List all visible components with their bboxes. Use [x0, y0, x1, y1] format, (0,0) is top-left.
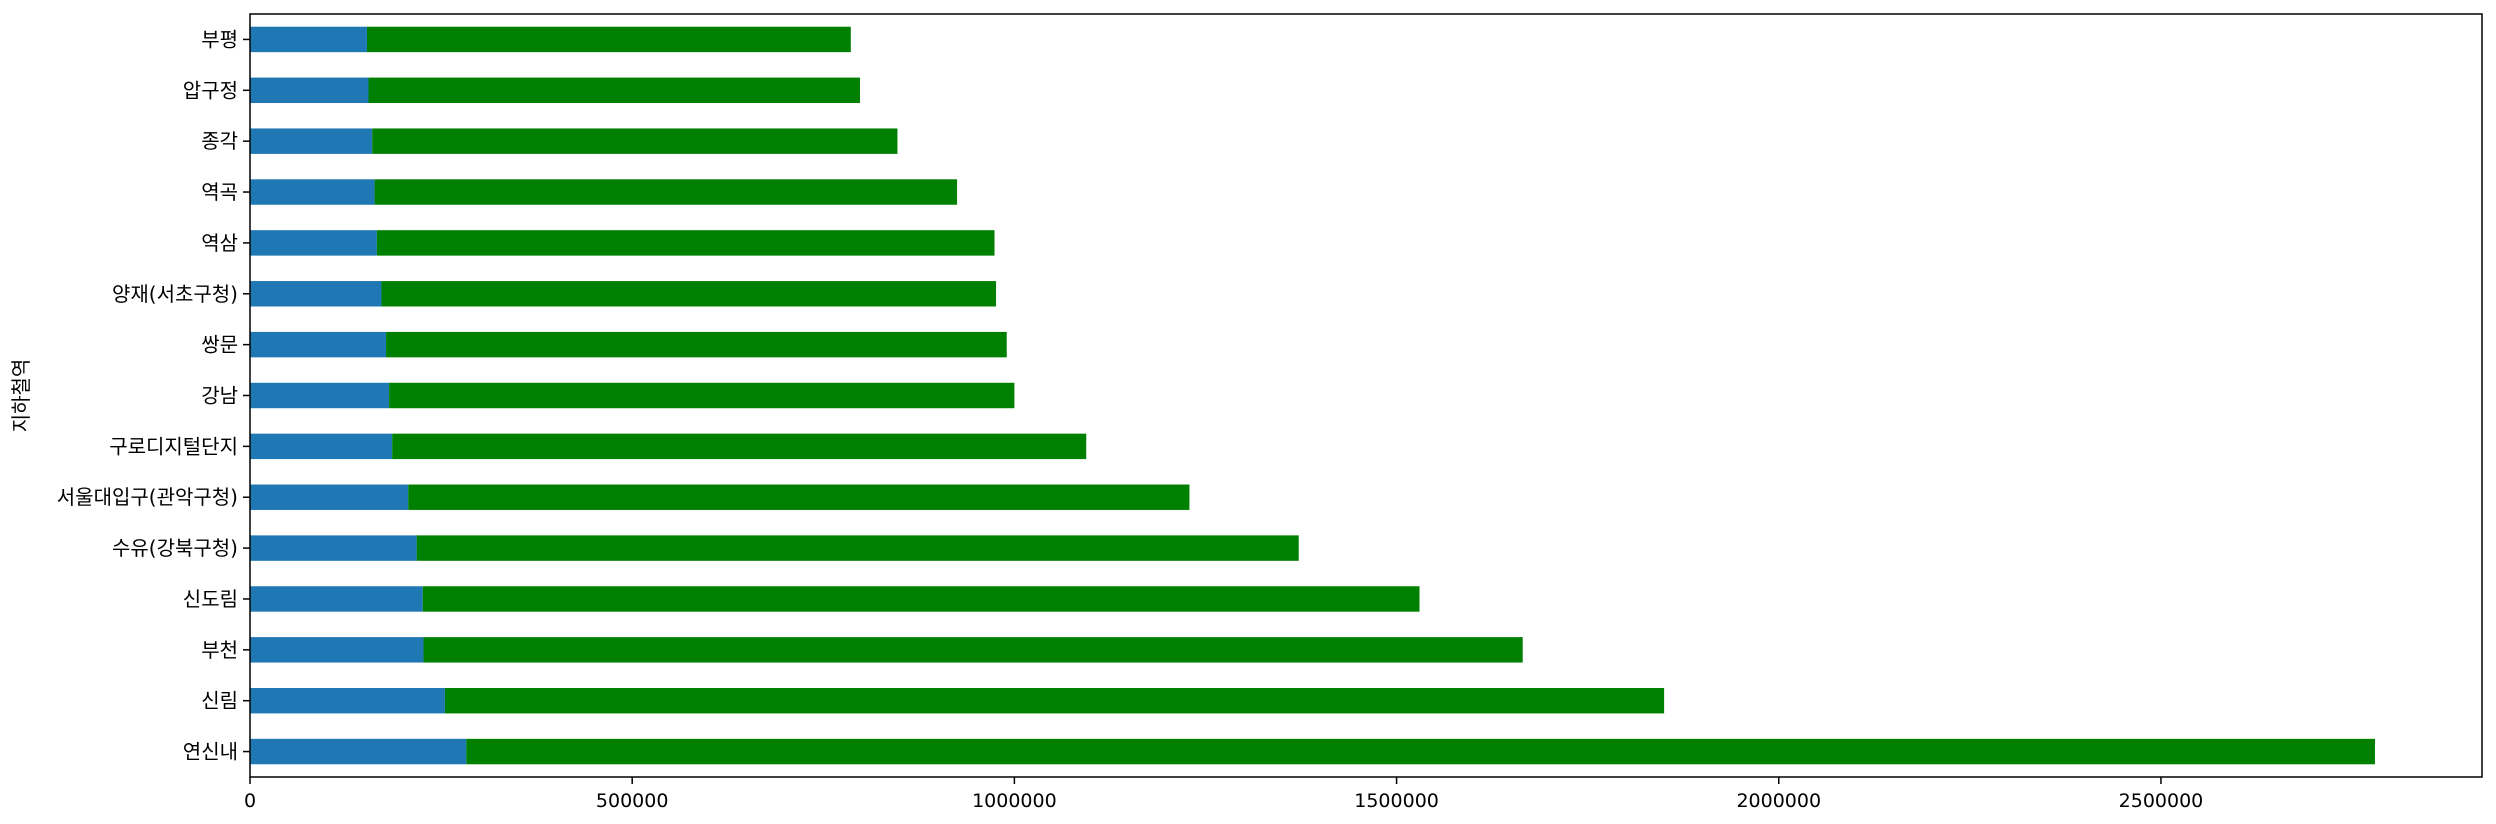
- y-tick-label: 부평: [201, 27, 238, 51]
- bar-segment-1: [250, 331, 387, 358]
- x-tick-label: 0: [244, 790, 256, 812]
- bar-segment-1: [250, 535, 417, 561]
- y-tick-label: 수유(강북구청): [112, 536, 238, 560]
- bar-segment-2: [444, 687, 1665, 714]
- bar-segment-2: [422, 586, 1420, 612]
- bar-segment-2: [386, 331, 1007, 358]
- y-tick-label: 역삼: [201, 231, 238, 255]
- y-tick-label: 강남: [201, 384, 238, 408]
- bar-segment-1: [250, 26, 367, 53]
- bar-segment-1: [250, 230, 377, 256]
- bar-segment-2: [466, 738, 2375, 765]
- bar-segment-1: [250, 738, 467, 765]
- bar-segment-2: [366, 26, 851, 53]
- bar-segment-2: [416, 535, 1299, 561]
- bar-segment-1: [250, 586, 423, 612]
- y-tick-label: 구로디지털단지: [109, 434, 238, 458]
- y-tick-label: 서울대입구(관악구청): [57, 485, 238, 509]
- y-tick-label: 신림: [201, 689, 238, 713]
- bar-segment-1: [250, 637, 424, 663]
- x-tick-label: 2000000: [1736, 790, 1821, 812]
- bar-segment-1: [250, 484, 409, 510]
- bar-segment-1: [250, 687, 445, 714]
- y-axis: 연신내 신림 부천 신도림 수유(강북구청) 서울대입구(관악구청) 구로디지털단지 강남 쌍문…: [57, 27, 250, 764]
- y-tick-label: 쌍문: [201, 333, 238, 357]
- bar-segment-1: [250, 77, 369, 104]
- bar-segment-1: [250, 128, 373, 154]
- bar-segment-2: [408, 484, 1190, 510]
- y-tick-label: 부천: [201, 638, 238, 662]
- x-tick-label: 1500000: [1354, 790, 1439, 812]
- bar-segment-2: [423, 637, 1523, 663]
- bar-segment-2: [368, 77, 860, 104]
- y-tick-label: 신도림: [183, 587, 238, 611]
- x-axis: 0 500000 1000000 1500000 2000000 2500000: [244, 777, 2203, 812]
- y-tick-label: 연신내: [183, 740, 238, 764]
- bar-segment-2: [392, 433, 1087, 460]
- bar-segment-2: [389, 382, 1015, 409]
- bar-segment-2: [376, 230, 995, 256]
- bar-segment-1: [250, 179, 375, 205]
- y-tick-label: 압구정: [183, 78, 238, 102]
- bar-segment-1: [250, 382, 390, 409]
- x-tick-label: 1000000: [972, 790, 1057, 812]
- bars-layer: [250, 26, 2375, 765]
- bar-segment-2: [381, 281, 997, 307]
- y-tick-label: 종각: [201, 129, 238, 153]
- bar-segment-1: [250, 433, 393, 460]
- bar-segment-2: [374, 179, 958, 205]
- x-tick-label: 2500000: [2119, 790, 2204, 812]
- bar-segment-1: [250, 281, 382, 307]
- y-tick-label: 양재(서초구청): [112, 282, 238, 306]
- y-tick-label: 역곡: [201, 180, 238, 204]
- bar-segment-2: [372, 128, 898, 154]
- x-tick-label: 500000: [596, 790, 669, 812]
- y-axis-title: 지하철역: [9, 359, 33, 433]
